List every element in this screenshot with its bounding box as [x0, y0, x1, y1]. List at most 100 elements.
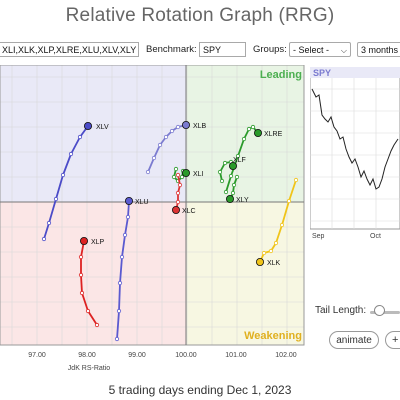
- tail-xlu[interactable]: XLU: [114, 196, 149, 342]
- tail-point: [114, 336, 120, 342]
- spy-tick-oct: Oct: [370, 233, 381, 240]
- tail-label: XLU: [135, 199, 149, 206]
- tail-head-point[interactable]: [80, 236, 89, 245]
- tail-label: XLI: [193, 171, 204, 178]
- tail-point: [228, 173, 234, 179]
- tail-point: [217, 169, 223, 175]
- tail-point: [122, 232, 128, 238]
- period-select[interactable]: 3 months: [357, 42, 400, 57]
- tail-path: [80, 240, 98, 326]
- tail-head-point[interactable]: [84, 122, 93, 131]
- tail-xli[interactable]: XLI: [171, 166, 204, 184]
- tail-label: XLP: [91, 239, 105, 246]
- tail-point: [85, 308, 91, 314]
- spy-mini-chart: SPY Sep Oct: [310, 67, 400, 240]
- tail-length-slider-track[interactable]: [370, 311, 400, 314]
- tail-point: [41, 236, 47, 242]
- rrg-chart: Leading Weakening 97.00 98.00 99.00 100.00 1…: [0, 65, 305, 372]
- tail-point: [293, 177, 299, 183]
- tail-point: [223, 189, 229, 195]
- tail-label: XLK: [267, 260, 281, 267]
- tail-point: [46, 220, 52, 226]
- tail-head-point[interactable]: [171, 205, 180, 214]
- tail-point: [261, 250, 267, 256]
- benchmark-input[interactable]: SPY: [199, 42, 246, 57]
- tail-point: [175, 199, 181, 205]
- tail-point: [250, 124, 256, 130]
- spy-panel-header: [310, 67, 400, 78]
- tail-xlv[interactable]: XLV: [41, 122, 109, 242]
- x-tick-label: 102.00: [275, 352, 297, 359]
- tail-point: [286, 198, 292, 204]
- rrg-tails: XLV XLB XLRE XLI XLF XLY XLU XLC XLP XLK: [41, 121, 299, 342]
- symbols-input[interactable]: XLI,XLK,XLP,XLRE,XLU,XLV,XLY: [0, 42, 139, 57]
- animate-button[interactable]: animate: [329, 331, 379, 349]
- tail-head-point[interactable]: [125, 196, 134, 205]
- tail-point: [175, 172, 181, 178]
- x-axis-label: JdK RS-Ratio: [68, 365, 111, 372]
- tail-head-point[interactable]: [181, 169, 190, 178]
- tail-point: [268, 248, 274, 254]
- x-axis-ticks: 97.00 98.00 99.00 100.00 101.00 102.00: [28, 352, 297, 359]
- tail-point: [179, 174, 185, 180]
- tail-point: [125, 214, 131, 220]
- tail-point: [117, 280, 123, 286]
- page-title: Relative Rotation Graph (RRG): [65, 5, 335, 26]
- tail-point: [222, 160, 228, 166]
- tail-point: [78, 272, 84, 278]
- period-select-value: 3 months: [361, 45, 399, 55]
- quadrant-improving: [0, 65, 186, 202]
- tail-label: XLC: [182, 208, 196, 215]
- tail-point: [157, 142, 163, 148]
- x-tick-label: 100.00: [175, 352, 197, 359]
- groups-select[interactable]: - Select - ⌵: [289, 42, 351, 57]
- tail-head-point[interactable]: [225, 194, 234, 203]
- tail-point: [169, 128, 175, 134]
- quadrant-weakening: [186, 202, 304, 345]
- tail-point: [151, 155, 157, 161]
- tail-point: [241, 136, 247, 142]
- spy-panel-label: SPY: [313, 68, 331, 78]
- tail-label: XLY: [236, 197, 249, 204]
- tail-head-point[interactable]: [228, 162, 237, 171]
- tail-xlk[interactable]: XLK: [255, 177, 299, 267]
- groups-label: Groups:: [253, 44, 287, 55]
- tail-point: [163, 134, 169, 140]
- tail-xlp[interactable]: XLP: [78, 236, 105, 328]
- benchmark-label: Benchmark:: [146, 44, 197, 55]
- tail-head-point[interactable]: [255, 257, 264, 266]
- x-tick-label: 97.00: [28, 352, 46, 359]
- tail-xlb[interactable]: XLB: [145, 121, 207, 175]
- plot-border: [0, 65, 305, 346]
- tail-head-point[interactable]: [181, 121, 190, 130]
- x-tick-label: 101.00: [225, 352, 247, 359]
- tail-xlre[interactable]: XLRE: [223, 124, 283, 195]
- tail-point: [119, 254, 125, 260]
- tail-point: [173, 166, 179, 172]
- tail-point: [116, 308, 122, 314]
- tail-point: [171, 174, 177, 180]
- tail-point: [219, 178, 225, 184]
- spy-grid: [310, 78, 400, 229]
- toolbar: XLI,XLK,XLP,XLRE,XLU,XLV,XLY Benchmark: …: [0, 42, 400, 60]
- tail-point: [231, 182, 237, 188]
- tail-point: [273, 240, 279, 246]
- tail-xlc[interactable]: XLC: [171, 172, 196, 215]
- x-tick-label: 99.00: [128, 352, 146, 359]
- quadrant-lagging: [0, 202, 186, 345]
- chevron-down-icon: ⌵: [340, 46, 347, 55]
- tail-point: [60, 172, 66, 178]
- tail-point: [94, 322, 100, 328]
- tail-xlf[interactable]: XLF: [217, 157, 246, 184]
- tail-head-point[interactable]: [253, 129, 262, 138]
- plus-button[interactable]: +: [385, 331, 400, 349]
- footer-caption: 5 trading days ending Dec 1, 2023: [108, 383, 292, 397]
- tail-point: [175, 124, 181, 130]
- tail-length-slider-handle[interactable]: [374, 305, 385, 316]
- x-tick-label: 98.00: [78, 352, 96, 359]
- tail-label: XLF: [233, 157, 246, 164]
- tail-point: [234, 174, 240, 180]
- tail-point: [230, 190, 236, 196]
- tail-xly[interactable]: XLY: [225, 174, 249, 204]
- spy-tick-sep: Sep: [312, 233, 325, 240]
